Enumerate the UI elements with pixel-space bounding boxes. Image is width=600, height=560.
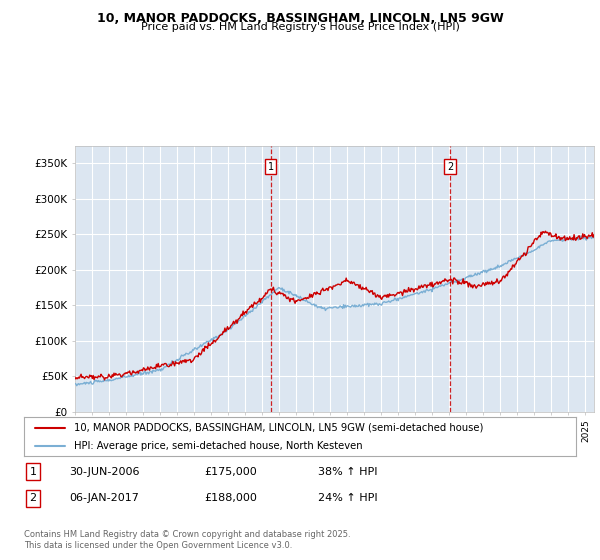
Text: 38% ↑ HPI: 38% ↑ HPI bbox=[318, 466, 377, 477]
Text: 10, MANOR PADDOCKS, BASSINGHAM, LINCOLN, LN5 9GW (semi-detached house): 10, MANOR PADDOCKS, BASSINGHAM, LINCOLN,… bbox=[74, 423, 483, 433]
Text: 2: 2 bbox=[447, 162, 453, 172]
Text: 24% ↑ HPI: 24% ↑ HPI bbox=[318, 493, 377, 503]
Text: HPI: Average price, semi-detached house, North Kesteven: HPI: Average price, semi-detached house,… bbox=[74, 441, 362, 451]
Text: 1: 1 bbox=[268, 162, 274, 172]
Text: £175,000: £175,000 bbox=[204, 466, 257, 477]
Text: 1: 1 bbox=[29, 466, 37, 477]
Text: This data is licensed under the Open Government Licence v3.0.: This data is licensed under the Open Gov… bbox=[24, 541, 292, 550]
Text: Contains HM Land Registry data © Crown copyright and database right 2025.: Contains HM Land Registry data © Crown c… bbox=[24, 530, 350, 539]
Text: 10, MANOR PADDOCKS, BASSINGHAM, LINCOLN, LN5 9GW: 10, MANOR PADDOCKS, BASSINGHAM, LINCOLN,… bbox=[97, 12, 503, 25]
Text: 06-JAN-2017: 06-JAN-2017 bbox=[69, 493, 139, 503]
Text: Price paid vs. HM Land Registry's House Price Index (HPI): Price paid vs. HM Land Registry's House … bbox=[140, 22, 460, 32]
Text: 30-JUN-2006: 30-JUN-2006 bbox=[69, 466, 139, 477]
Text: £188,000: £188,000 bbox=[204, 493, 257, 503]
Text: 2: 2 bbox=[29, 493, 37, 503]
